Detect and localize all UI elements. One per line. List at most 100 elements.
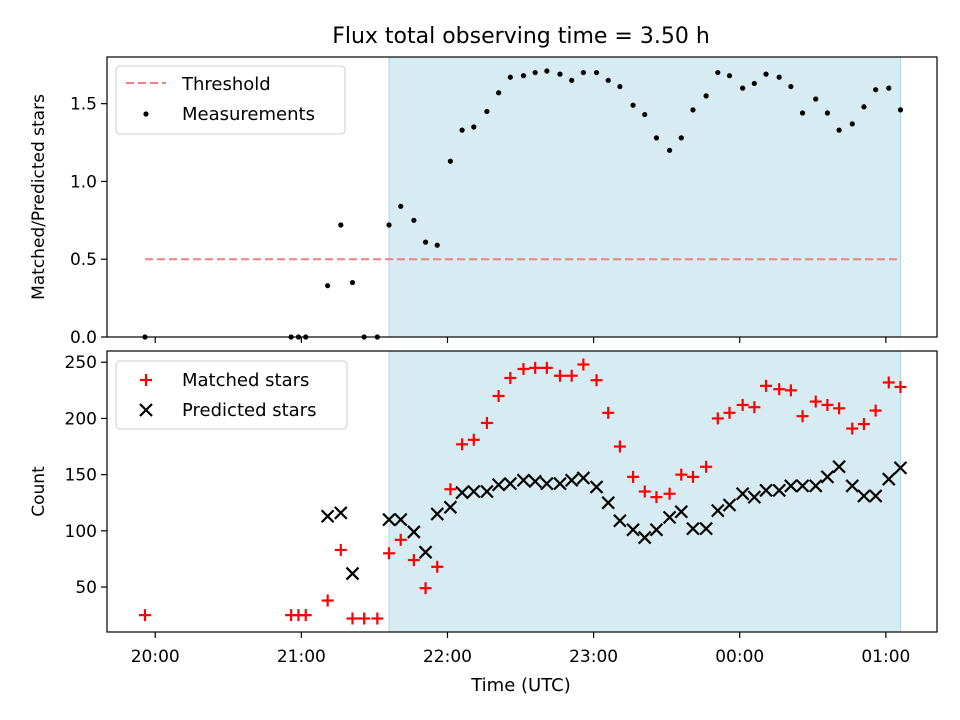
measurements-point [715,69,721,76]
matched-stars-point [723,406,736,419]
matched-stars-point [857,418,870,431]
measurements-point [338,222,344,228]
predicted-stars-point [418,545,433,559]
y-tick-label: 0.0 [70,328,97,348]
matched-stars-point [869,404,882,417]
measurements-point [813,96,819,102]
legend-measurements-label: Measurements [182,104,315,125]
measurements-point [849,121,855,127]
measurements-point [799,110,806,116]
measurements-point [544,68,550,74]
measurements-point [703,93,709,99]
legend-predicted-swatch [139,403,153,417]
matched-stars-point [394,533,407,546]
predicted-stars-point [662,510,677,525]
predicted-stars-point [832,459,846,474]
matched-stars-point [613,440,626,453]
measurements-point [740,85,746,91]
matched-stars-point [431,560,444,573]
measurements-point [776,74,782,80]
count-y-axis-label: Count [29,466,49,517]
predicted-stars-point [443,500,458,515]
legend-threshold-label: Threshold [181,74,271,95]
predicted-stars-point [795,479,810,493]
matched-stars-point [736,398,749,411]
predicted-stars-point [711,503,725,518]
measurements-point [751,80,757,87]
matched-stars-point [590,374,603,387]
legend-matched-label: Matched stars [182,370,309,391]
predicted-stars-point [503,476,518,491]
matched-stars-point [565,369,578,382]
matched-stars-point [711,412,724,425]
y-tick-label: 0.5 [70,250,97,270]
matched-stars-point [796,410,809,423]
predicted-stars-point [480,484,494,499]
matched-stars-point [371,612,384,625]
measurements-point [861,104,867,110]
y-tick-label: 200 [65,409,97,429]
predicted-stars-point [759,483,773,498]
legend-matched-swatch [140,374,152,386]
predicted-stars-point [516,473,531,488]
predicted-stars-point [649,522,664,537]
predicted-stars-point [784,479,798,493]
measurements-point [532,69,538,76]
matched-stars-point [492,389,505,402]
matched-stars-point [467,433,480,446]
predicted-stars-point [699,521,713,536]
matched-stars-point [334,543,347,556]
matched-stars-point [809,395,822,408]
matched-stars-point [663,487,676,500]
predicted-stars-point [589,480,604,494]
legend-predicted-label: Predicted stars [182,400,316,421]
matched-stars-point [650,491,663,504]
measurements-point [411,217,417,223]
measurements-point [422,239,429,245]
predicted-stars-point [808,479,823,493]
x-tick-label: 20:00 [131,647,180,667]
matched-stars-point [407,554,420,567]
matched-stars-point [602,406,615,419]
predicted-stars-point [455,485,469,500]
predicted-stars-point [893,461,908,475]
measurements-point [824,110,831,116]
ratio-y-axis-label: Matched/Predicted stars [29,94,49,300]
x-tick-label: 21:00 [277,647,326,667]
matched-stars-point [686,470,699,483]
measurements-point [520,73,527,79]
matched-stars-point [638,485,651,498]
predicted-stars-point [528,474,542,489]
predicted-stars-point [735,486,750,501]
matched-stars-point [138,609,151,622]
predicted-stars-point [868,489,883,503]
measurements-point [897,107,904,113]
x-axis-label: Time (UTC) [470,675,571,696]
matched-stars-point [833,402,846,415]
measurements-point [617,83,623,90]
measurements-point [630,102,636,108]
measurements-point [325,283,331,289]
measurements-point [836,127,842,133]
matched-stars-point [517,362,530,375]
matched-stars-point [882,376,895,389]
matched-stars-point [383,547,396,560]
predicted-stars-point [553,476,567,491]
count-legend: Matched stars Predicted stars [115,360,348,430]
x-tick-label: 01:00 [861,647,910,667]
matched-stars-point [299,609,312,622]
predicted-stars-point [540,476,554,491]
ratio-panel-shade [388,56,901,338]
predicted-stars-point [686,521,700,536]
measurements-point [788,83,794,90]
measurements-point [642,111,648,118]
matched-stars-point [748,401,761,414]
y-tick-label: 150 [65,466,97,486]
predicted-stars-point [407,525,421,539]
matched-stars-point [821,398,834,411]
measurements-point [678,135,684,141]
measurements-point [569,77,575,83]
matched-stars-point [456,438,469,451]
matched-stars-point [529,361,542,374]
